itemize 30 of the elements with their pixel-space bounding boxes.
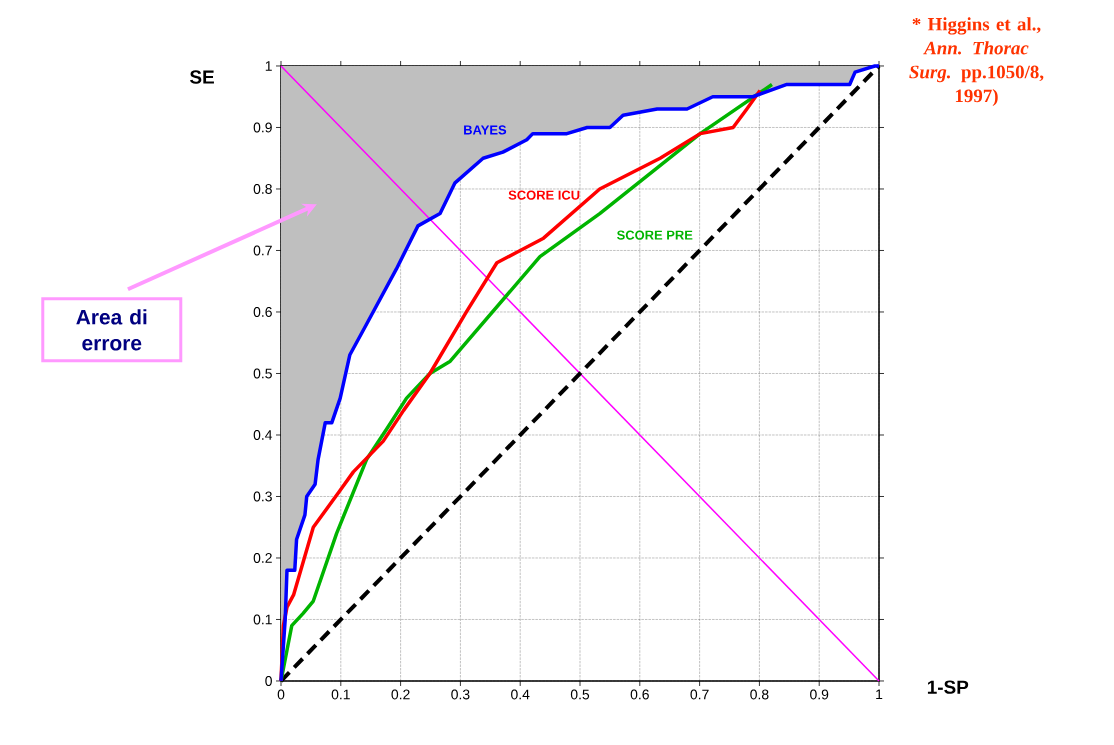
y-tick-label: 0.3 [253,491,272,502]
y-axis-title: SE [189,70,214,84]
x-tick-label: 0.9 [810,689,829,700]
x-tick-label: 1 [876,689,883,700]
series-label: BAYES [464,125,507,135]
series-label: SCORE ICU [508,190,580,200]
y-tick-label: 0.5 [253,368,272,379]
x-tick-label: 0.6 [630,689,649,700]
series-label: SCORE PRE [616,230,693,240]
y-tick-label: 1 [265,61,272,71]
x-tick-label: 0 [277,689,285,700]
x-tick-label: 0.1 [331,689,350,700]
x-axis-title: 1-SP [927,680,969,694]
y-tick-label: 0.1 [253,614,272,625]
text: Ann. Thorac Surg. pp.1050/8, 1997) [909,41,1044,107]
text: * Higgins et al., [912,17,1041,35]
x-tick-label: 0.7 [690,689,709,700]
y-tick-label: 0.8 [253,184,272,194]
x-tick-label: 0.5 [570,689,590,700]
y-tick-label: 0.6 [253,307,272,317]
y-tick-label: 0.2 [253,553,272,563]
x-tick-label: 0.8 [750,689,769,700]
y-tick-label: 0.4 [253,430,273,440]
x-tick-label: 0.4 [511,689,530,700]
text: Area di errore [76,309,147,351]
y-tick-label: 0.7 [253,245,272,256]
y-tick-label: 0.9 [253,122,272,133]
x-tick-label: 0.2 [391,689,410,700]
x-tick-label: 0.3 [451,689,470,700]
y-tick-label: 0 [265,676,272,686]
